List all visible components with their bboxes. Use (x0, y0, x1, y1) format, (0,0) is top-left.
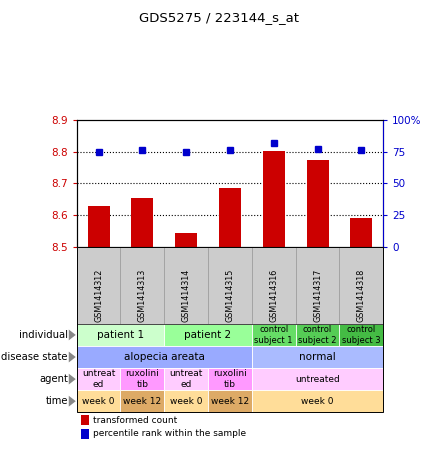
Text: untreat
ed: untreat ed (170, 369, 203, 389)
Bar (296, 324, 339, 346)
Bar (208, 390, 252, 412)
Bar (208, 368, 252, 390)
Bar (307, 159, 328, 247)
Bar (81, 415, 89, 425)
Bar (120, 247, 164, 324)
Text: GSM1414314: GSM1414314 (182, 268, 191, 322)
Bar (252, 368, 383, 390)
Bar (263, 151, 285, 247)
Bar (252, 346, 383, 368)
Bar (131, 198, 153, 247)
Text: week 0: week 0 (301, 397, 334, 406)
Text: GSM1414312: GSM1414312 (94, 268, 103, 322)
Polygon shape (69, 374, 76, 385)
Bar (164, 390, 208, 412)
Bar (81, 429, 89, 439)
Text: GDS5275 / 223144_s_at: GDS5275 / 223144_s_at (139, 11, 299, 24)
Text: control
subject 3: control subject 3 (342, 325, 381, 345)
Bar (77, 324, 164, 346)
Bar (164, 368, 208, 390)
Bar (252, 247, 296, 324)
Bar (296, 247, 339, 324)
Text: GSM1414318: GSM1414318 (357, 268, 366, 322)
Bar (120, 368, 164, 390)
Text: untreated: untreated (295, 375, 340, 384)
Bar (77, 390, 120, 412)
Text: week 0: week 0 (170, 397, 202, 406)
Bar (175, 232, 197, 247)
Text: ruxolini
tib: ruxolini tib (213, 369, 247, 389)
Text: week 12: week 12 (123, 397, 162, 406)
Text: week 0: week 0 (82, 397, 115, 406)
Text: GSM1414315: GSM1414315 (226, 268, 234, 322)
Text: control
subject 1: control subject 1 (254, 325, 293, 345)
Text: untreat
ed: untreat ed (82, 369, 115, 389)
Text: week 12: week 12 (211, 397, 249, 406)
Text: GSM1414316: GSM1414316 (269, 268, 278, 322)
Bar (339, 324, 383, 346)
Bar (350, 218, 372, 247)
Text: agent: agent (39, 374, 68, 384)
Text: GSM1414317: GSM1414317 (313, 268, 322, 322)
Bar (208, 247, 252, 324)
Text: patient 1: patient 1 (97, 330, 144, 340)
Bar (164, 247, 208, 324)
Bar (77, 247, 383, 412)
Text: GSM1414313: GSM1414313 (138, 268, 147, 322)
Text: individual: individual (19, 330, 68, 340)
Polygon shape (69, 329, 76, 340)
Text: disease state: disease state (1, 352, 68, 362)
Bar (252, 390, 383, 412)
Bar (252, 324, 296, 346)
Bar (77, 368, 120, 390)
Polygon shape (69, 396, 76, 407)
Text: normal: normal (299, 352, 336, 362)
Text: percentile rank within the sample: percentile rank within the sample (93, 429, 247, 438)
Text: transformed count: transformed count (93, 416, 177, 424)
Polygon shape (69, 352, 76, 362)
Bar (120, 390, 164, 412)
Bar (77, 346, 252, 368)
Text: alopecia areata: alopecia areata (124, 352, 205, 362)
Bar (164, 324, 252, 346)
Bar (219, 188, 241, 247)
Text: time: time (46, 396, 68, 406)
Text: patient 2: patient 2 (184, 330, 232, 340)
Bar (77, 247, 120, 324)
Text: control
subject 2: control subject 2 (298, 325, 337, 345)
Bar (339, 247, 383, 324)
Bar (88, 206, 110, 247)
Text: ruxolini
tib: ruxolini tib (125, 369, 159, 389)
